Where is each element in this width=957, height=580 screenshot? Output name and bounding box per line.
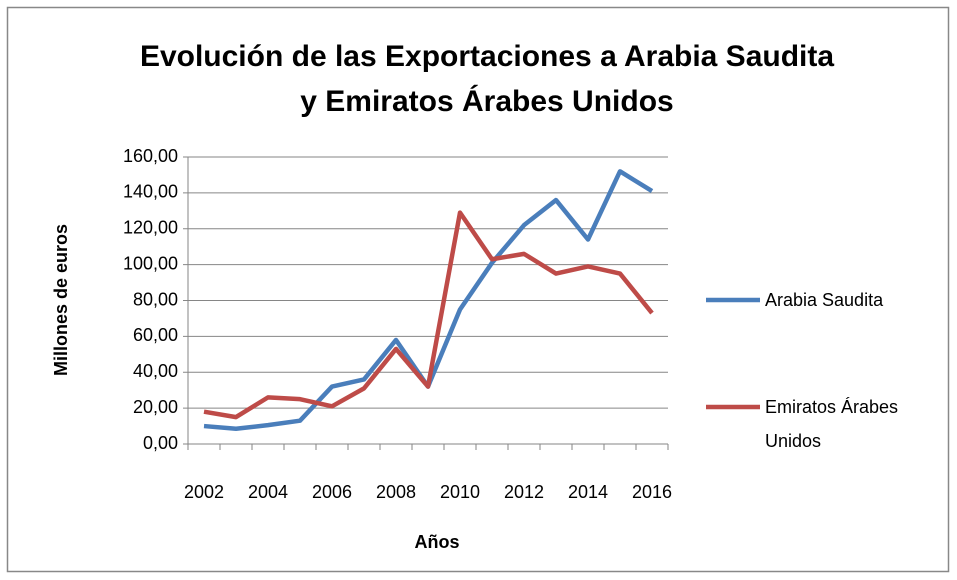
y-tick-label: 0,00 [143,433,178,453]
y-tick-label: 40,00 [133,361,178,381]
x-tick-label: 2004 [248,482,288,502]
x-tick-label: 2008 [376,482,416,502]
chart-title: Evolución de las Exportaciones a Arabia … [140,40,834,73]
y-tick-label: 160,00 [123,146,178,166]
y-axis-label: Millones de euros [51,224,71,376]
chart-title: y Emiratos Árabes Unidos [300,84,673,118]
x-tick-label: 2012 [504,482,544,502]
x-tick-label: 2006 [312,482,352,502]
y-tick-label: 60,00 [133,325,178,345]
x-tick-label: 2002 [184,482,224,502]
legend-label: Emiratos Árabes Unidos [765,397,899,451]
y-tick-label: 140,00 [123,182,178,202]
chart-border [6,6,950,573]
data-line [203,210,654,420]
x-tick-label: 2010 [440,482,480,502]
y-tick-label: 80,00 [133,289,178,309]
x-tick-label: 2016 [632,482,672,502]
y-tick-label: 20,00 [133,397,178,417]
y-tick-label: 120,00 [123,218,178,238]
legend-label: Arabia Saudita [765,290,884,310]
y-tick-label: 100,00 [123,253,178,273]
x-tick-label: 2014 [568,482,608,502]
x-axis-label: Años [415,532,460,552]
